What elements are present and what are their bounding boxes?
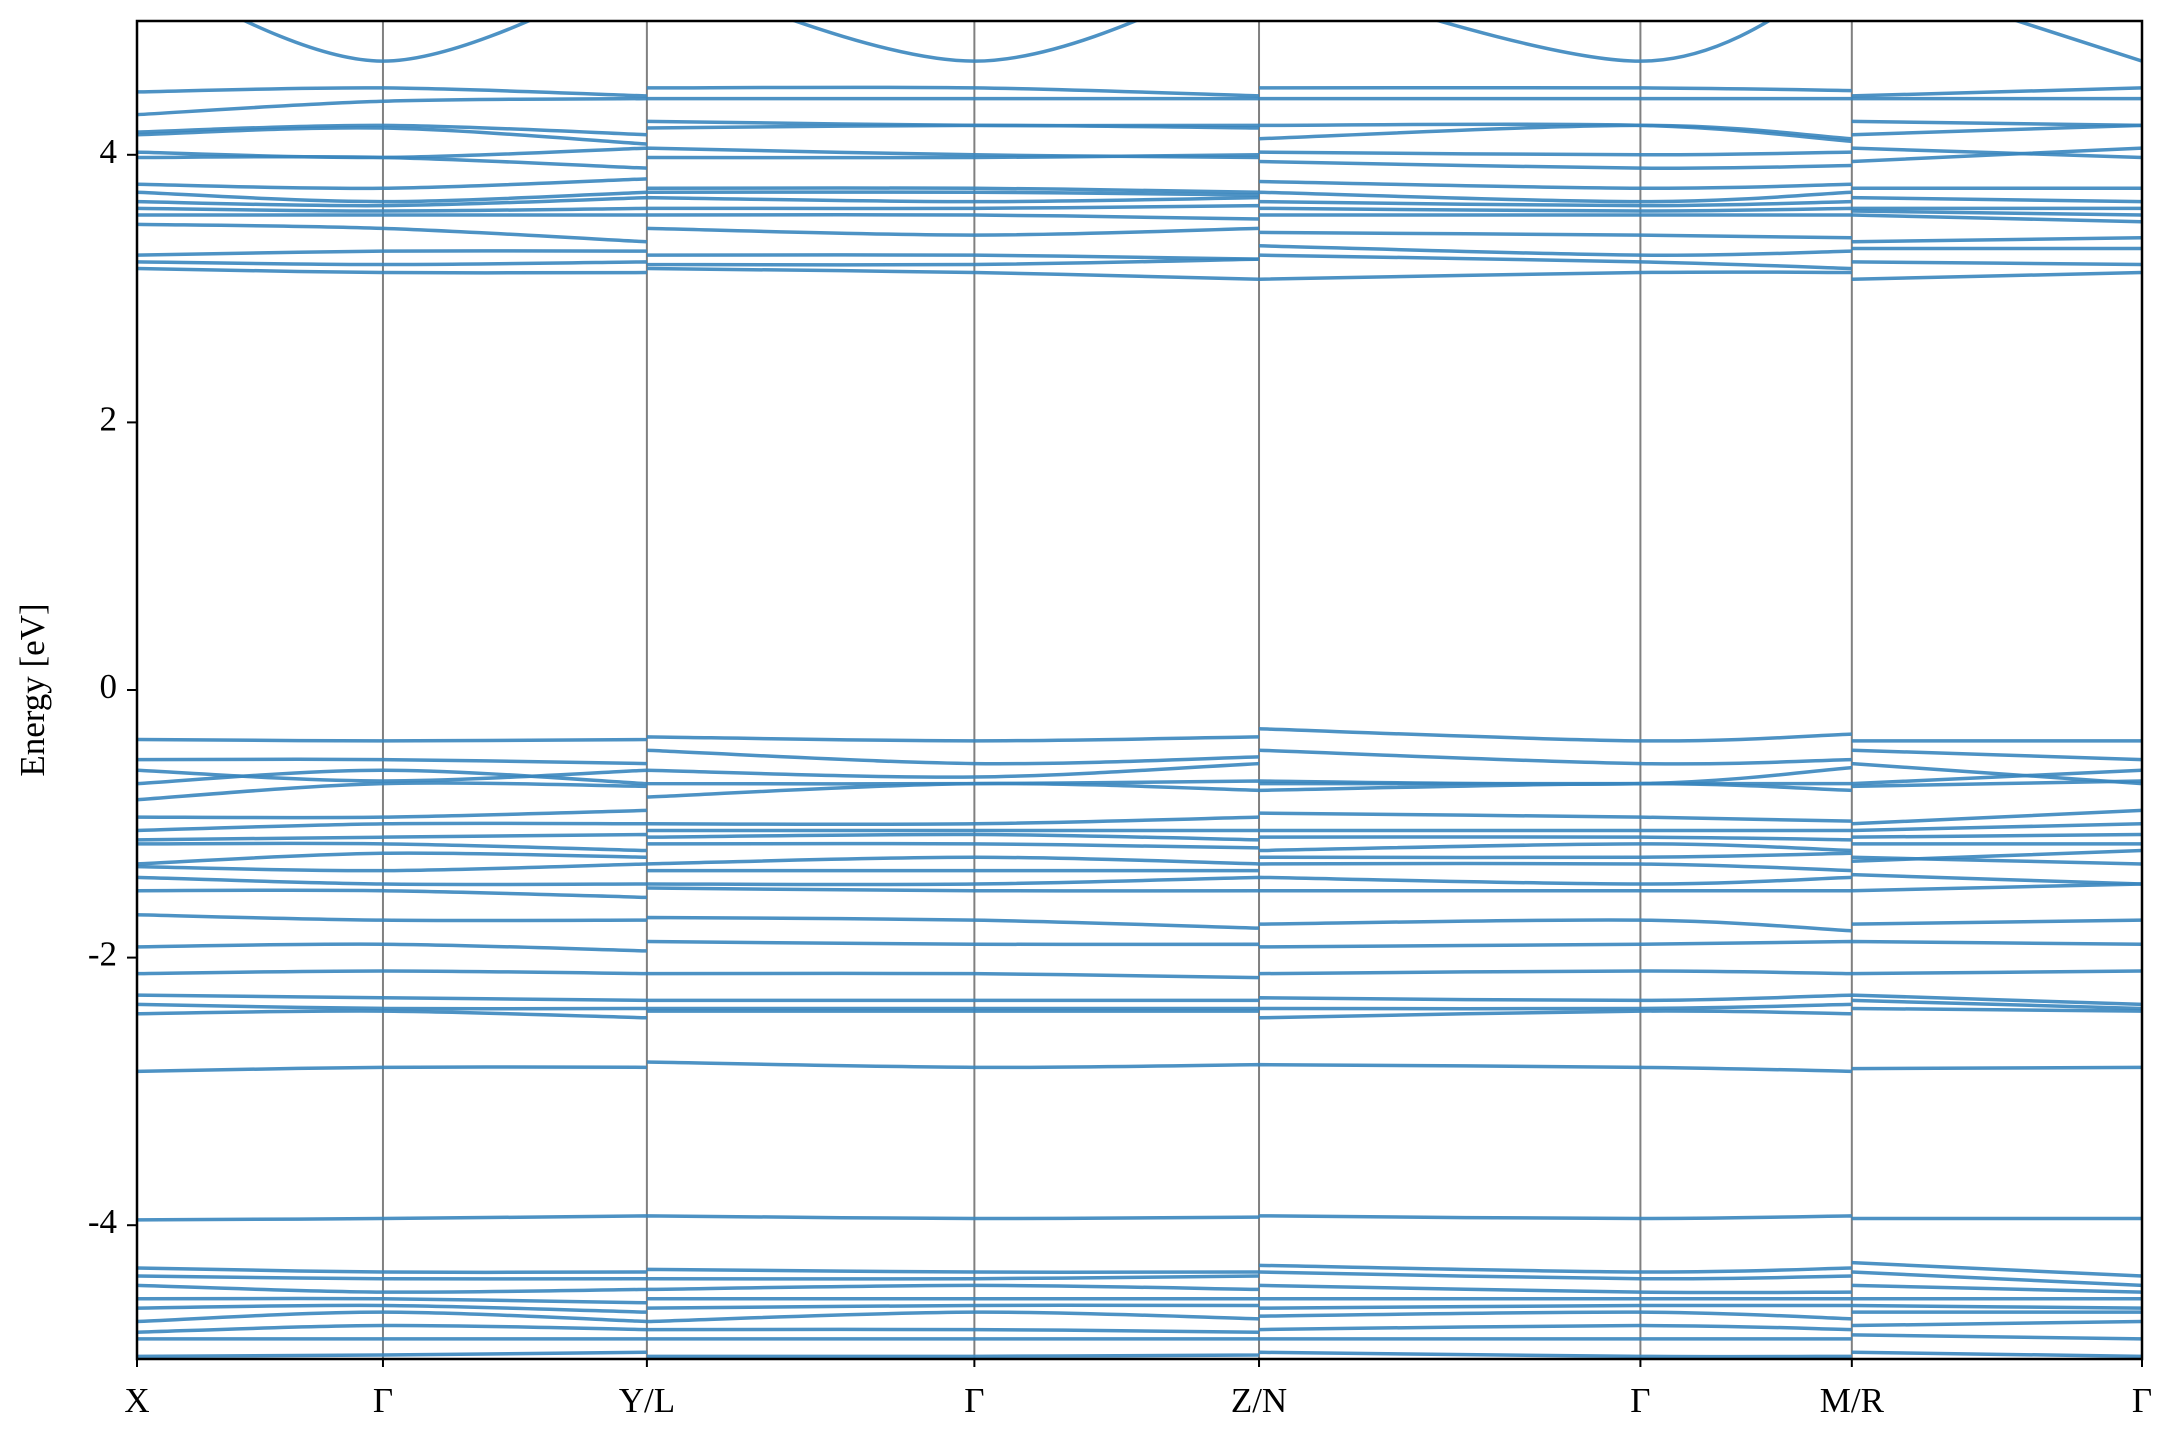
x-tick-label: Γ: [964, 1381, 984, 1420]
band-line: [137, 993, 2142, 1007]
band-line: [137, 1333, 2142, 1341]
y-tick-label: 2: [100, 399, 118, 438]
band-line: [137, 96, 2142, 117]
band-line: [137, 939, 2142, 953]
plot-frame: [135, 19, 2144, 1361]
band-line: [137, 882, 2142, 900]
band-line: [137, 748, 2142, 766]
x-tick-label: Γ: [373, 1381, 393, 1420]
x-tick-label: Z/N: [1231, 1381, 1287, 1420]
band-line: [137, 969, 2142, 980]
bands: [137, 21, 2142, 1359]
band-line: [137, 848, 2142, 866]
band-line: [137, 123, 2142, 146]
y-tick-label: -4: [88, 1202, 117, 1241]
band-line: [137, 190, 2142, 204]
band-line: [137, 727, 2142, 743]
band-line: [137, 821, 2142, 833]
band-line: [137, 832, 2142, 842]
y-tick-label: -2: [88, 935, 117, 974]
band-line: [137, 1310, 2142, 1324]
band-line: [241, 21, 2142, 63]
x-tick-label: X: [124, 1381, 149, 1420]
band-line: [137, 244, 2142, 261]
band-line: [137, 253, 2142, 271]
band-line: [137, 1303, 2142, 1314]
band-line: [137, 998, 2142, 1011]
x-tick-label: M/R: [1820, 1381, 1885, 1420]
band-line: [137, 177, 2142, 195]
band-line: [137, 85, 2142, 98]
band-line: [137, 913, 2142, 933]
band-line: [137, 779, 2142, 802]
band-line: [137, 855, 2142, 873]
band-line: [137, 808, 2142, 827]
band-line: [137, 146, 2142, 171]
y-tick-label: 4: [100, 132, 118, 171]
band-line: [137, 195, 2142, 211]
band-line: [137, 1260, 2142, 1278]
band-line: [137, 1296, 2142, 1305]
band-line: [137, 222, 2142, 244]
band-line: [137, 841, 2142, 853]
x-tick-label: Γ: [2132, 1381, 2152, 1420]
band-line: [137, 1006, 2142, 1020]
band-line: [137, 1270, 2142, 1288]
band-line: [137, 203, 2142, 217]
x-tick-label: Y/L: [619, 1381, 675, 1420]
band-line: [137, 1319, 2142, 1334]
x-tick-label: Γ: [1630, 1381, 1650, 1420]
band-line: [137, 266, 2142, 281]
band-line: [137, 872, 2142, 887]
band-line: [137, 212, 2142, 224]
y-axis-label: Energy [eV]: [13, 603, 52, 776]
band-line: [137, 1214, 2142, 1222]
band-line: [137, 1283, 2142, 1295]
band-line: [137, 1060, 2142, 1074]
band-line: [137, 1350, 2142, 1359]
band-line: [137, 761, 2142, 787]
y-tick-label: 0: [100, 667, 118, 706]
